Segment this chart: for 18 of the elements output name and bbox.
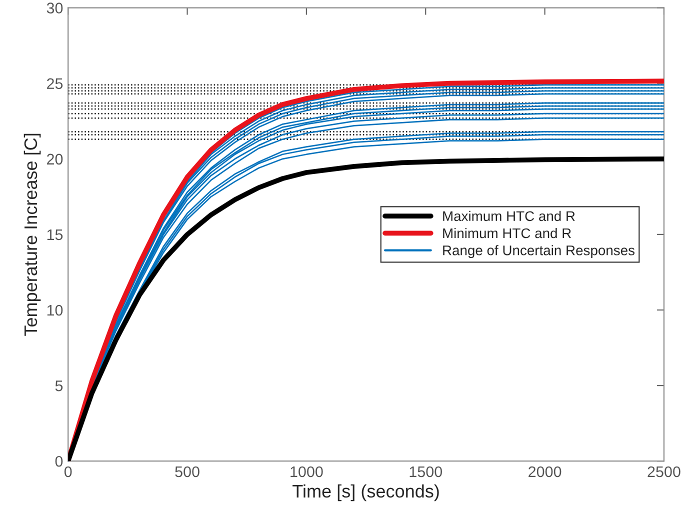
y-tick-label: 30 (46, 2, 63, 14)
legend-label: Minimum HTC and R (443, 228, 571, 238)
x-axis-title: Time [s] (seconds) (292, 484, 439, 502)
x-tick-label: 1000 (290, 466, 323, 478)
y-axis-title: Temperature Increase [C] (24, 134, 41, 336)
y-tick-label: 25 (47, 78, 63, 90)
legend-label: Range of Uncertain Responses (443, 245, 634, 258)
x-tick-label: 0 (64, 466, 72, 478)
y-tick-label: 20 (47, 154, 63, 165)
x-tick-label: 500 (175, 466, 200, 478)
y-tick-label: 10 (47, 304, 63, 316)
legend-label: Maximum HTC and R (443, 210, 575, 222)
x-tick-label: 1500 (410, 466, 442, 478)
y-tick-label: 15 (47, 229, 63, 240)
x-tick-label: 2000 (528, 466, 562, 478)
y-tick-label: 0 (55, 456, 63, 467)
x-tick-label: 2500 (648, 466, 680, 478)
y-tick-label: 5 (55, 380, 63, 392)
